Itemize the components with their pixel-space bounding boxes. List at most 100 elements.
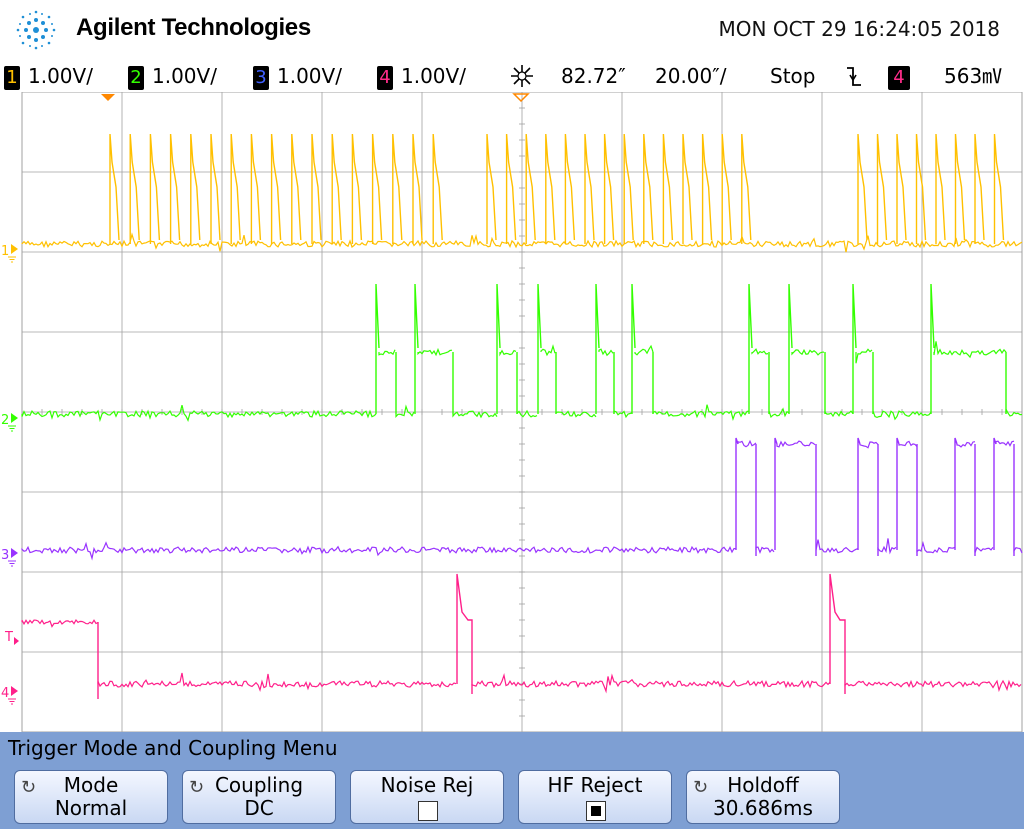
- ch1-pulse: [741, 133, 752, 244]
- graticule: [21, 91, 1023, 733]
- ch2-high: [378, 349, 396, 356]
- ch2-edge: [375, 283, 380, 414]
- ch2-edge: [595, 283, 600, 414]
- ch2-low: [452, 410, 498, 419]
- ch2-high: [751, 348, 769, 355]
- ch1-pulse: [250, 133, 262, 244]
- ch4-scale[interactable]: 4 1.00V/: [377, 63, 466, 90]
- ch3-high: [776, 440, 816, 448]
- ch3-low: [877, 538, 897, 555]
- ch1-pulse: [857, 133, 868, 244]
- rotate-knob-icon: ↻: [21, 777, 37, 798]
- ch1-pulse: [584, 133, 595, 244]
- ch3-edge: [896, 437, 900, 550]
- ch3-scale[interactable]: 3 1.00V/: [253, 63, 342, 90]
- ch3-ground-marker-label: 3: [1, 548, 9, 563]
- ch1-trace: [21, 232, 1023, 253]
- ch3-high: [859, 441, 879, 449]
- ch1-pulse: [392, 133, 403, 244]
- ch3-trace: [21, 541, 737, 561]
- ch1-pulse: [331, 133, 342, 244]
- rotate-knob-icon: ↻: [693, 777, 709, 798]
- ch1-pulse: [701, 133, 713, 244]
- ch1-pulse: [545, 133, 556, 244]
- ch3-edge: [774, 437, 778, 550]
- status-bar: 1 1.00V/ 2 1.00V/ 3 1.00V/ 4 1.00V/ 82.72″ 2…: [0, 60, 1024, 92]
- ch1-pulse: [876, 133, 888, 244]
- delay-marker: [512, 93, 530, 103]
- ch2-low: [516, 409, 538, 418]
- trigger-level-arrow: [14, 637, 19, 645]
- ch3-edge: [857, 437, 861, 550]
- softkey-menu: Trigger Mode and Coupling Menu ↻ Mode No…: [0, 732, 1024, 829]
- ch4-scale-value: 1.00V/: [401, 64, 466, 88]
- ch3-low: [916, 540, 956, 554]
- coupling-softkey[interactable]: ↻ Coupling DC: [182, 770, 336, 824]
- coupling-label: Coupling: [214, 773, 304, 797]
- coupling-value: DC: [244, 796, 274, 820]
- ch3-high: [737, 439, 757, 448]
- ch2-low: [768, 407, 790, 418]
- ch2-high: [598, 348, 614, 357]
- ch1-pulse: [662, 133, 674, 244]
- ch1-pulse: [412, 133, 423, 244]
- timebase-scale[interactable]: 20.00″/: [655, 64, 727, 88]
- ch1-pulse: [525, 133, 536, 244]
- ch1-pulse: [129, 133, 140, 244]
- trigger-level-marker: T: [4, 630, 13, 645]
- channel-markers: 1 2 3 4 T: [1, 93, 530, 705]
- ch4-pulse: [829, 573, 846, 694]
- ch1-scale[interactable]: 1 1.00V/: [4, 63, 93, 90]
- ch2-edge: [414, 283, 419, 414]
- ch3-high: [956, 441, 976, 448]
- trigger-level[interactable]: 563㎷: [944, 64, 1003, 88]
- hf-reject-checkbox[interactable]: [586, 801, 606, 821]
- ch2-edge: [496, 283, 501, 414]
- time-reference-icon: [508, 62, 536, 88]
- holdoff-softkey[interactable]: ↻ Holdoff 30.686ms: [686, 770, 840, 824]
- ch4-low: [97, 672, 457, 693]
- ch2-edge: [788, 283, 793, 414]
- ch3-badge: 3: [253, 65, 269, 90]
- waveform-plot: 1 2 3 4 T: [1, 91, 1023, 733]
- ch1-pulse: [210, 133, 221, 244]
- noise-reject-softkey[interactable]: Noise Rej: [350, 770, 504, 824]
- ch3-low: [1013, 547, 1023, 554]
- waveform-display[interactable]: 1 2 3 4 T: [0, 91, 1024, 733]
- ch1-ground-marker-arrow: [11, 244, 18, 254]
- ch4-trace: [21, 618, 99, 628]
- trigger-source[interactable]: 4: [888, 63, 918, 90]
- menu-title: Trigger Mode and Coupling Menu: [8, 736, 338, 760]
- ch2-high: [540, 344, 556, 357]
- ch2-edge: [930, 283, 935, 414]
- traces: [21, 133, 1023, 699]
- ch3-high: [995, 440, 1015, 447]
- holdoff-value: 30.686ms: [713, 796, 813, 820]
- ch3-edge: [993, 437, 997, 550]
- ch2-low: [1005, 408, 1023, 417]
- ch1-pulse: [169, 133, 181, 244]
- hf-reject-softkey[interactable]: HF Reject: [518, 770, 672, 824]
- ch2-high: [791, 348, 825, 356]
- ch1-pulse: [721, 133, 732, 244]
- ch2-edge: [537, 283, 542, 414]
- ch2-low: [652, 404, 750, 422]
- noise-reject-checkbox[interactable]: [418, 801, 438, 821]
- ch3-edge: [954, 437, 958, 550]
- brand-name: Agilent Technologies: [76, 14, 311, 41]
- ch4-low: [471, 672, 831, 694]
- ch1-pulse: [109, 133, 120, 244]
- date-time: MON OCT 29 16:24:05 2018: [718, 17, 1000, 41]
- ch2-low: [613, 410, 633, 419]
- ch2-low: [872, 410, 932, 421]
- horizontal-delay[interactable]: 82.72″: [561, 64, 626, 88]
- ch1-pulse: [149, 133, 161, 244]
- ch3-scale-value: 1.00V/: [277, 64, 342, 88]
- ch2-ground-marker-arrow: [11, 413, 18, 423]
- ch1-pulse: [954, 133, 966, 244]
- ch1-pulse: [432, 133, 443, 244]
- ch2-scale[interactable]: 2 1.00V/: [128, 63, 217, 90]
- mode-value: Normal: [54, 796, 128, 820]
- mode-softkey[interactable]: ↻ Mode Normal: [14, 770, 168, 824]
- ch2-edge: [852, 283, 857, 414]
